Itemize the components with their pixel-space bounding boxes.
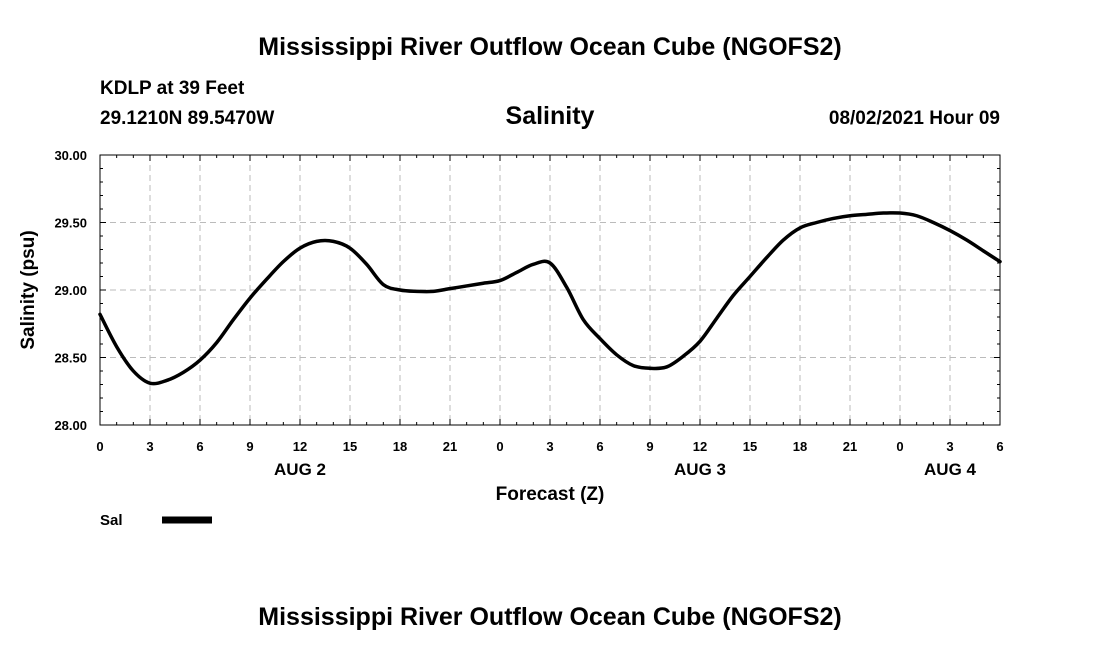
series-line-sal (98, 211, 1002, 386)
x-tick-label: 18 (793, 439, 807, 454)
x-tick-label: 21 (443, 439, 457, 454)
date-label: AUG 4 (924, 460, 977, 479)
date-label: AUG 2 (274, 460, 326, 479)
chart-title: Salinity (506, 102, 595, 130)
x-tick-label: 6 (596, 439, 603, 454)
x-tick-label: 15 (343, 439, 357, 454)
x-tick-label: 3 (146, 439, 153, 454)
issued-label: 08/02/2021 Hour 09 (829, 108, 1000, 129)
x-tick-label: 6 (996, 439, 1003, 454)
y-axis-label: Salinity (psu) (18, 230, 39, 349)
x-axis-label: Forecast (Z) (496, 484, 605, 505)
x-tick-label: 9 (246, 439, 253, 454)
station-label: KDLP at 39 Feet (100, 78, 245, 99)
grid (100, 155, 1000, 425)
y-tick-label: 28.50 (54, 351, 87, 366)
footer-title: Mississippi River Outflow Ocean Cube (NG… (258, 603, 841, 631)
page-title: Mississippi River Outflow Ocean Cube (NG… (258, 33, 841, 61)
x-tick-label: 15 (743, 439, 757, 454)
y-tick-label: 28.00 (54, 418, 87, 433)
y-tick-label: 29.00 (54, 283, 87, 298)
y-tick-labels: 28.00 28.50 29.00 29.50 30.00 (54, 148, 87, 433)
x-tick-label: 9 (646, 439, 653, 454)
legend-label-sal: Sal (100, 512, 123, 529)
x-tick-label: 12 (293, 439, 307, 454)
y-tick-label: 30.00 (54, 148, 87, 163)
x-tick-label: 0 (96, 439, 103, 454)
x-tick-label: 21 (843, 439, 857, 454)
x-tick-labels: 0 3 6 9 12 15 18 21 0 3 6 9 12 15 18 21 0 3 6 (96, 439, 1003, 454)
plot-frame (99, 154, 1001, 426)
coordinates-label: 29.1210N 89.5470W (100, 108, 274, 129)
x-tick-label: 18 (393, 439, 407, 454)
x-tick-label: 12 (693, 439, 707, 454)
date-labels: AUG 2 AUG 3 AUG 4 (274, 460, 977, 479)
x-tick-label: 6 (196, 439, 203, 454)
legend: Sal (100, 512, 212, 529)
x-tick-label: 0 (496, 439, 503, 454)
y-tick-label: 29.50 (54, 216, 87, 231)
x-tick-label: 3 (546, 439, 553, 454)
date-label: AUG 3 (674, 460, 726, 479)
series-lines (98, 211, 1002, 386)
x-tick-label: 0 (896, 439, 903, 454)
x-tick-label: 3 (946, 439, 953, 454)
